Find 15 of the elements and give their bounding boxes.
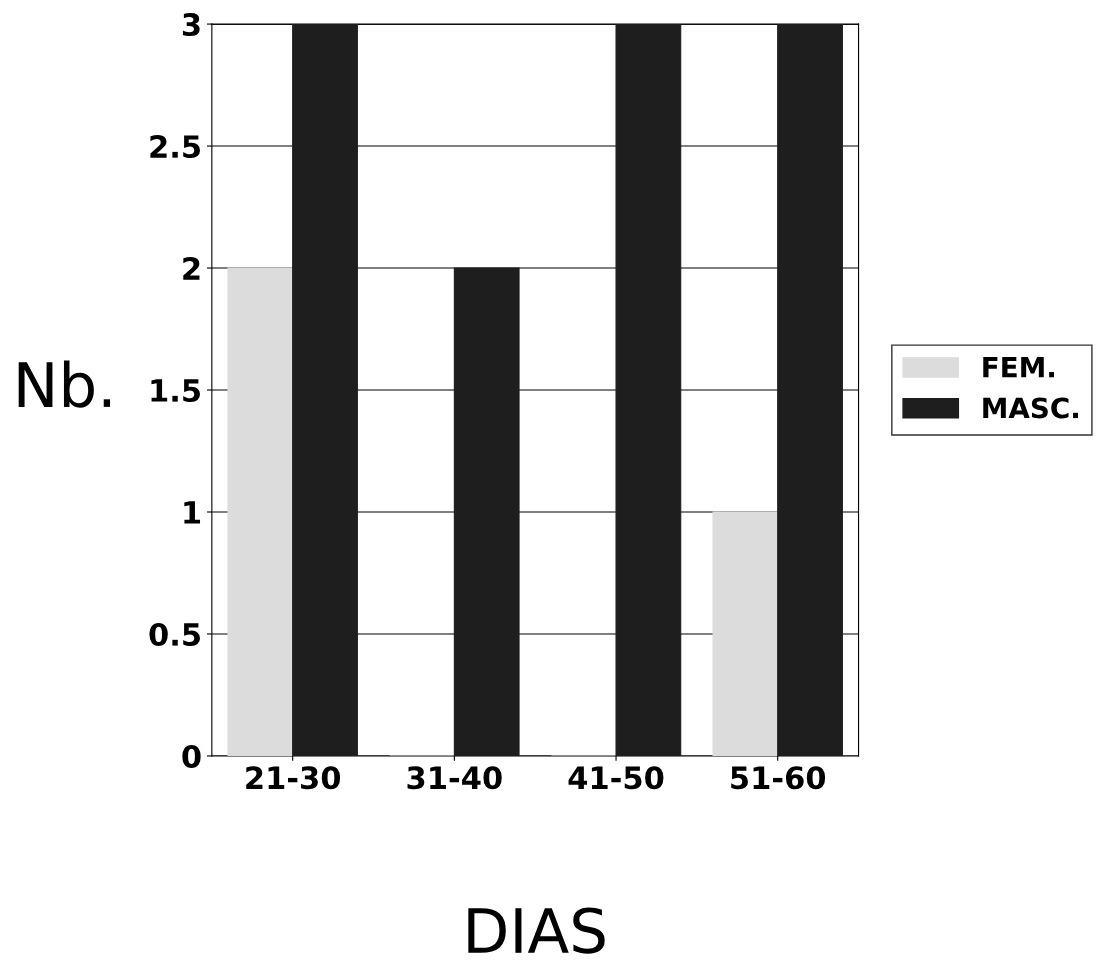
legend-label: MASC.	[983, 397, 1078, 419]
legend-label: FEM.	[983, 357, 1055, 378]
x-tick-label: 51-60	[731, 766, 826, 790]
y-tick-label: 0.5	[149, 622, 200, 647]
y-tick-label: 3	[182, 13, 200, 37]
x-tick-label: 21-30	[246, 766, 341, 790]
x-axis-title: DIAS	[468, 907, 605, 954]
y-tick-label: 1	[184, 501, 201, 524]
y-tick-label: 0	[182, 744, 201, 768]
x-tick-label: 41-50	[568, 766, 664, 790]
y-tick-label: 2.5	[150, 134, 200, 159]
y-tick-label: 1.5	[151, 379, 200, 403]
y-axis-title: Nb.	[18, 360, 111, 408]
y-tick-label: 2	[183, 256, 200, 280]
x-tick-label: 31-40	[407, 766, 502, 790]
